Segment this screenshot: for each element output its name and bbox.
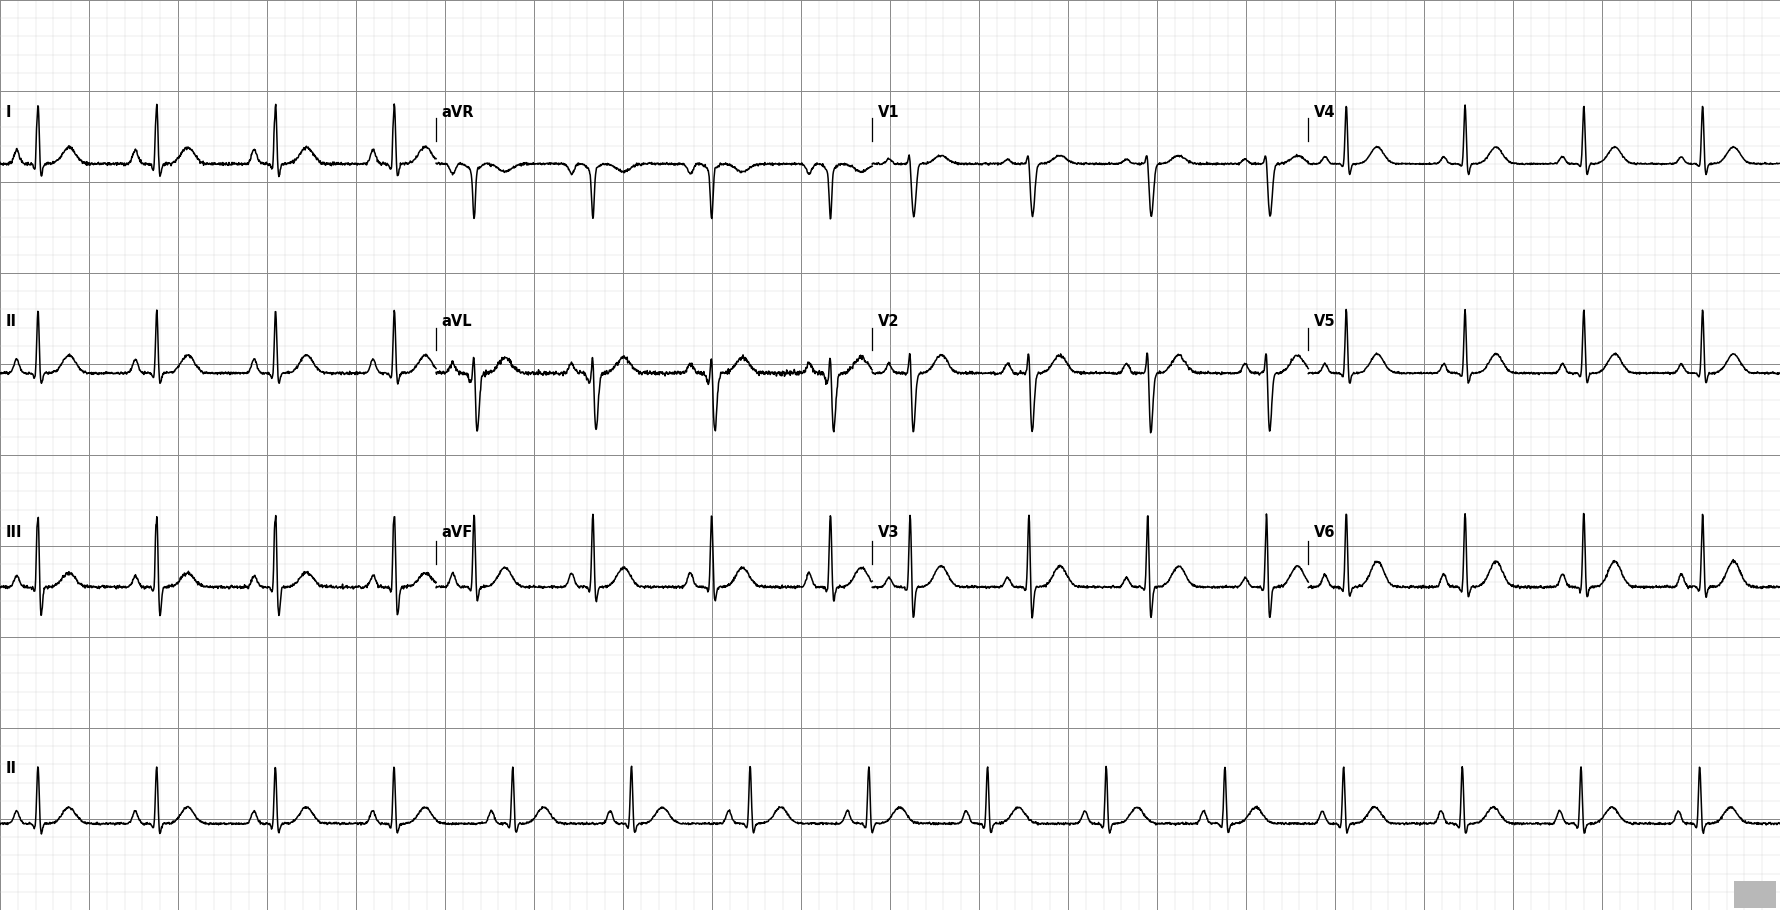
Text: I: I xyxy=(5,106,11,120)
Text: aVR: aVR xyxy=(441,106,473,120)
Text: V4: V4 xyxy=(1314,106,1335,120)
Text: II: II xyxy=(5,762,16,776)
Text: aVF: aVF xyxy=(441,525,473,540)
Bar xyxy=(1734,881,1776,908)
Text: V5: V5 xyxy=(1314,315,1335,329)
Text: V2: V2 xyxy=(878,315,899,329)
Text: V6: V6 xyxy=(1314,525,1335,540)
Text: aVL: aVL xyxy=(441,315,472,329)
Text: II: II xyxy=(5,315,16,329)
Text: V3: V3 xyxy=(878,525,899,540)
Text: III: III xyxy=(5,525,21,540)
Text: V1: V1 xyxy=(878,106,899,120)
